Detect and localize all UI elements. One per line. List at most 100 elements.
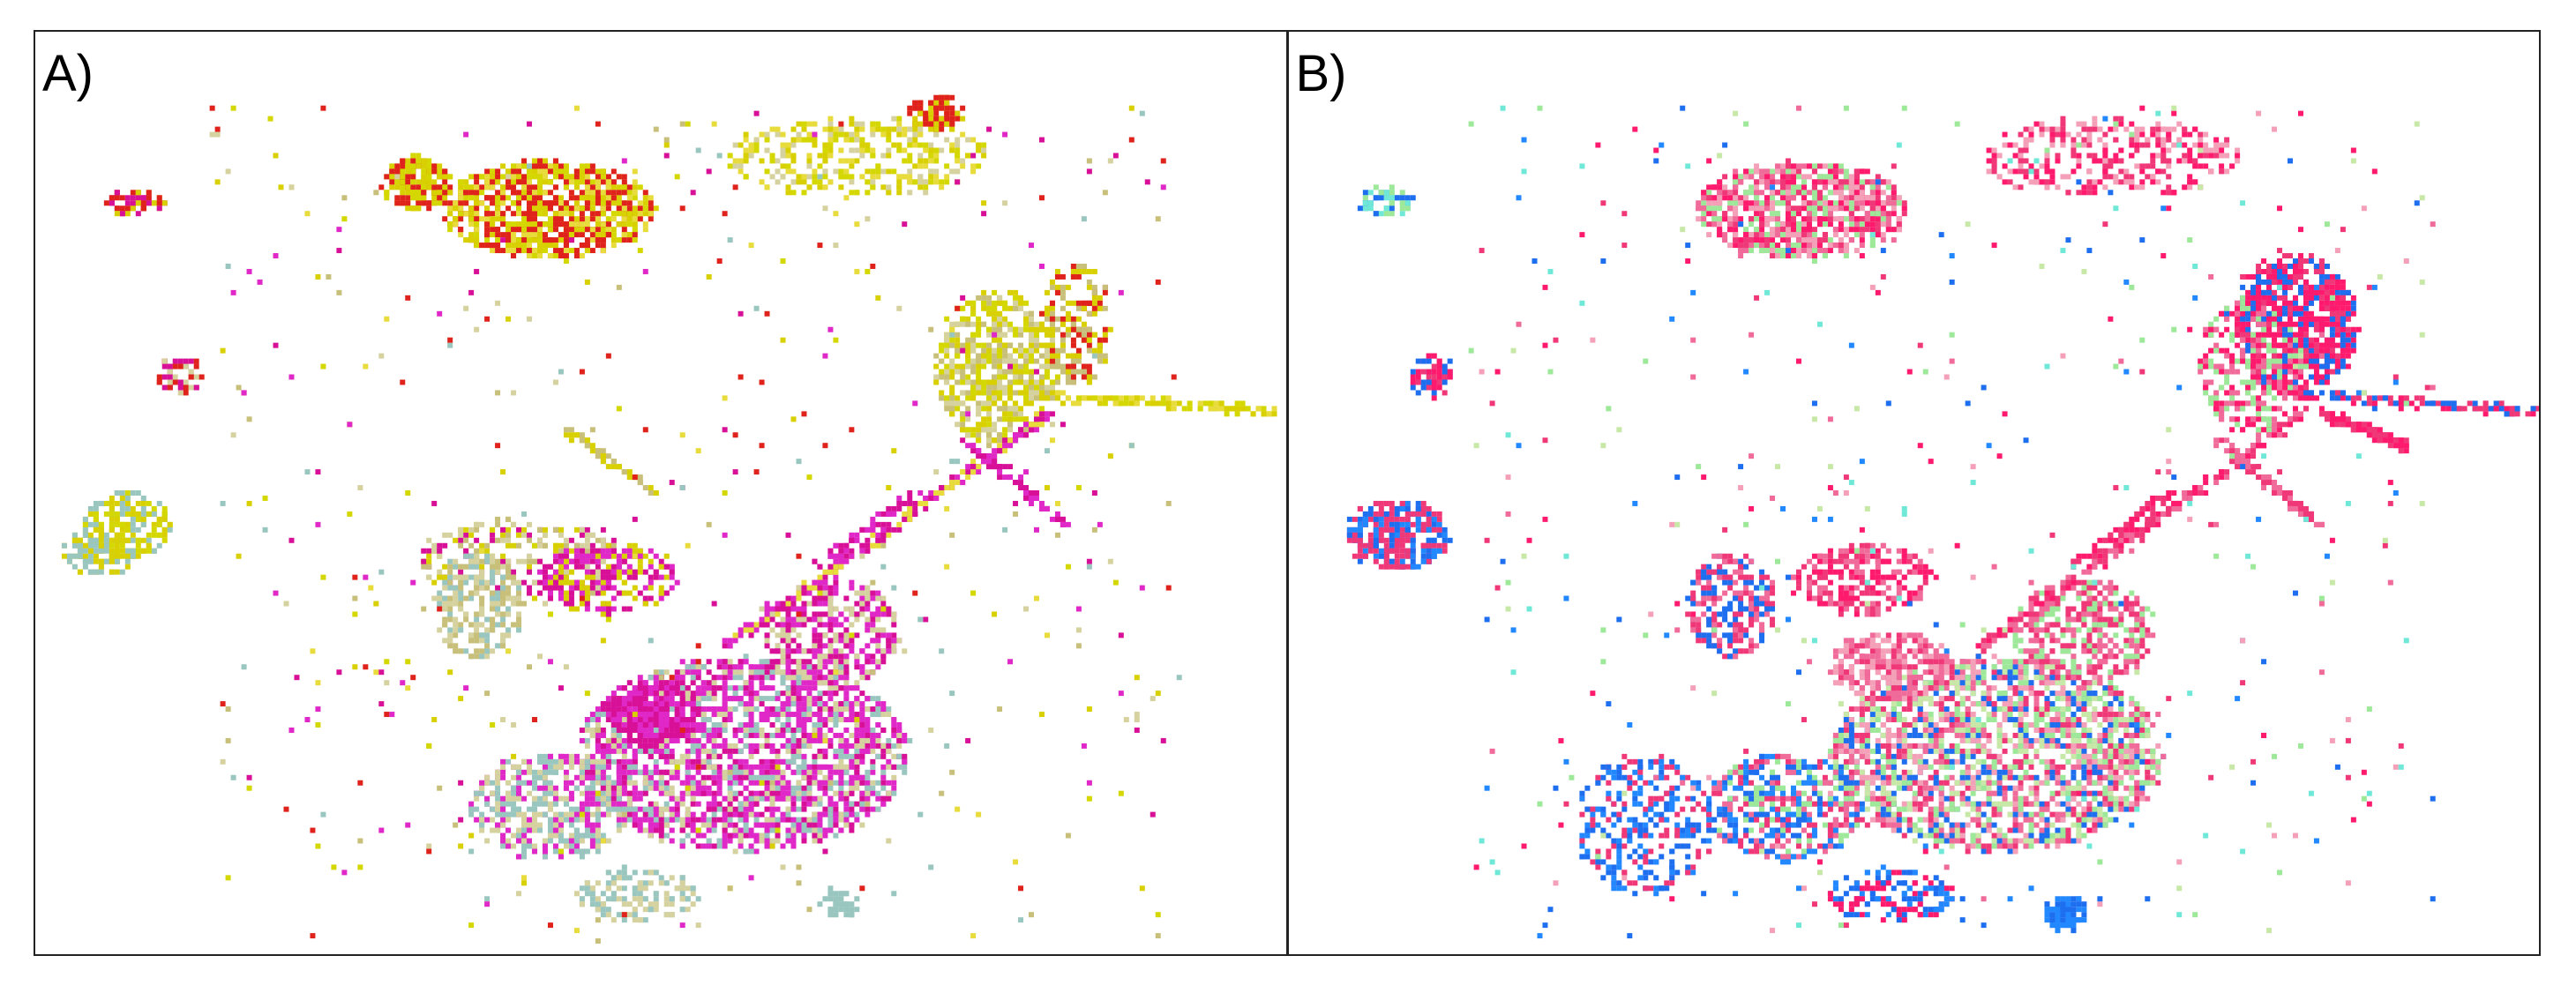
map-pixel bbox=[479, 564, 485, 570]
map-pixel bbox=[986, 295, 992, 301]
map-pixel bbox=[1049, 284, 1055, 290]
map-pixel bbox=[764, 137, 770, 143]
map-pixel bbox=[976, 326, 982, 332]
map-pixel bbox=[753, 147, 760, 153]
map-pixel bbox=[700, 790, 707, 796]
map-pixel bbox=[796, 753, 802, 759]
map-pixel bbox=[589, 232, 595, 238]
map-pixel bbox=[896, 727, 902, 733]
map-pixel bbox=[833, 675, 839, 681]
map-pixel bbox=[511, 569, 517, 575]
map-pixel bbox=[1060, 284, 1066, 290]
map-pixel bbox=[669, 748, 675, 754]
map-pixel bbox=[1075, 316, 1082, 322]
map-pixel bbox=[484, 548, 490, 554]
map-pixel bbox=[923, 190, 929, 196]
map-pixel bbox=[536, 526, 543, 533]
map-pixel bbox=[700, 712, 707, 718]
map-pixel bbox=[939, 100, 945, 106]
map-pixel bbox=[1034, 326, 1039, 332]
map-pixel bbox=[854, 137, 860, 143]
map-pixel bbox=[743, 764, 749, 770]
map-pixel bbox=[790, 126, 797, 132]
map-pixel bbox=[955, 110, 961, 116]
map-pixel bbox=[1044, 358, 1050, 364]
map-pixel bbox=[727, 696, 733, 702]
map-pixel bbox=[437, 548, 443, 554]
map-pixel bbox=[970, 137, 977, 143]
map-pixel bbox=[822, 785, 828, 791]
map-pixel bbox=[843, 168, 850, 175]
map-pixel bbox=[780, 680, 786, 686]
map-pixel bbox=[632, 817, 638, 823]
map-pixel bbox=[1102, 332, 1108, 338]
map-pixel bbox=[484, 168, 490, 175]
map-pixel bbox=[589, 211, 595, 217]
map-pixel bbox=[854, 748, 860, 754]
map-pixel bbox=[563, 184, 569, 190]
map-pixel bbox=[119, 500, 125, 506]
map-pixel bbox=[552, 174, 558, 180]
map-pixel bbox=[648, 195, 654, 201]
map-pixel bbox=[711, 706, 717, 713]
map-pixel bbox=[167, 521, 173, 527]
map-pixel bbox=[669, 758, 675, 765]
map-pixel bbox=[1081, 321, 1087, 327]
map-pixel bbox=[1002, 358, 1008, 364]
map-pixel bbox=[653, 811, 659, 818]
map-pixel bbox=[695, 727, 701, 733]
map-pixel bbox=[785, 780, 791, 786]
map-pixel bbox=[896, 142, 902, 148]
map-pixel bbox=[727, 753, 733, 759]
map-pixel bbox=[806, 706, 812, 713]
map-pixel bbox=[700, 685, 707, 691]
map-pixel bbox=[775, 806, 781, 812]
map-pixel bbox=[605, 227, 611, 233]
map-pixel bbox=[896, 190, 902, 196]
map-pixel bbox=[610, 168, 617, 175]
map-pixel bbox=[902, 147, 908, 153]
map-pixel bbox=[923, 184, 929, 190]
map-pixel bbox=[801, 179, 807, 185]
map-pixel bbox=[753, 801, 760, 807]
map-pixel bbox=[658, 669, 664, 676]
map-pixel bbox=[849, 190, 855, 196]
map-pixel bbox=[626, 232, 633, 238]
map-pixel bbox=[474, 237, 480, 243]
map-pixel bbox=[653, 827, 659, 833]
map-pixel bbox=[632, 205, 638, 212]
map-pixel bbox=[843, 174, 850, 180]
map-pixel bbox=[632, 237, 638, 243]
map-pixel bbox=[1070, 363, 1076, 370]
map-pixel bbox=[542, 190, 548, 196]
map-pixel bbox=[764, 717, 770, 723]
map-pixel bbox=[674, 817, 680, 823]
map-pixel bbox=[490, 211, 496, 217]
map-pixel bbox=[748, 732, 754, 738]
map-pixel bbox=[907, 153, 913, 159]
map-pixel bbox=[992, 390, 998, 396]
map-pixel bbox=[722, 743, 728, 749]
map-pixel bbox=[849, 806, 855, 812]
map-pixel bbox=[801, 727, 807, 733]
map-pixel bbox=[796, 696, 802, 702]
map-pixel bbox=[812, 822, 818, 828]
map-pixel bbox=[970, 321, 977, 327]
map-pixel bbox=[579, 190, 585, 196]
map-pixel bbox=[690, 764, 696, 770]
map-pixel bbox=[536, 168, 543, 175]
map-pixel bbox=[663, 780, 670, 786]
map-pixel bbox=[790, 743, 797, 749]
map-pixel bbox=[711, 748, 717, 754]
map-pixel bbox=[738, 664, 744, 670]
map-pixel bbox=[648, 780, 654, 786]
map-pixel bbox=[674, 675, 680, 681]
map-pixel bbox=[563, 205, 569, 212]
map-pixel bbox=[605, 184, 611, 190]
map-pixel bbox=[1002, 369, 1008, 375]
map-pixel bbox=[421, 179, 427, 185]
map-pixel bbox=[527, 569, 533, 575]
map-pixel bbox=[695, 769, 701, 775]
map-pixel bbox=[727, 664, 733, 670]
map-pixel bbox=[716, 712, 723, 718]
